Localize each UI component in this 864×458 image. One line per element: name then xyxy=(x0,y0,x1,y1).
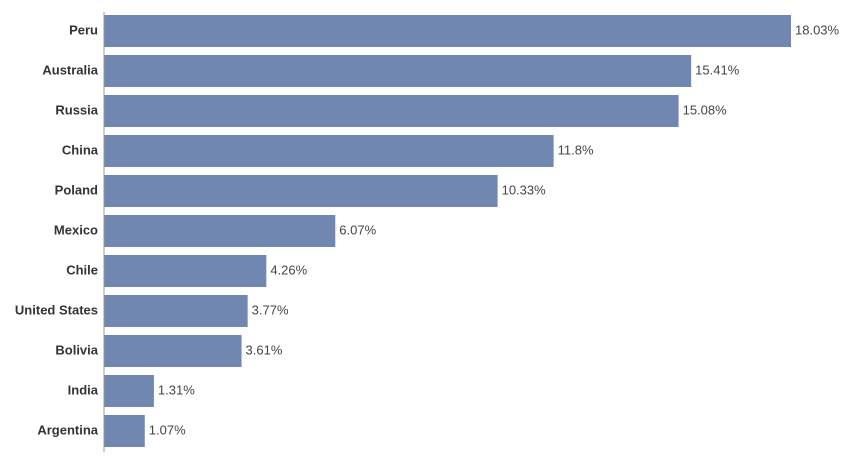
value-label: 1.07% xyxy=(149,422,186,437)
value-label: 3.77% xyxy=(252,302,289,317)
bar xyxy=(104,55,692,87)
category-label: Mexico xyxy=(54,222,98,237)
category-label: Poland xyxy=(55,182,98,197)
bar xyxy=(104,415,145,447)
bar xyxy=(104,15,791,47)
category-label: China xyxy=(62,142,99,157)
category-label: Russia xyxy=(55,102,98,117)
value-label: 15.08% xyxy=(683,102,728,117)
category-label: Australia xyxy=(42,62,98,77)
category-labels: Peru Australia Russia China Poland Mexico Chil… xyxy=(15,22,99,437)
category-label: Bolivia xyxy=(55,342,98,357)
bar xyxy=(104,295,248,327)
value-label: 15.41% xyxy=(695,62,740,77)
value-label: 18.03% xyxy=(795,22,840,37)
bar xyxy=(104,255,267,287)
category-label: India xyxy=(68,382,99,397)
value-label: 6.07% xyxy=(339,222,376,237)
bar xyxy=(104,375,154,407)
bar xyxy=(104,335,242,367)
bar xyxy=(104,135,554,167)
value-labels: 18.03% 15.41% 15.08% 11.8% 10.33% 6.07% 4.26% 3… xyxy=(149,22,840,437)
bar xyxy=(104,215,336,247)
value-label: 4.26% xyxy=(270,262,307,277)
value-label: 11.8% xyxy=(558,142,594,157)
bars xyxy=(104,15,791,447)
category-label: Chile xyxy=(66,262,98,277)
value-label: 3.61% xyxy=(246,342,283,357)
category-label: Peru xyxy=(69,22,98,37)
value-label: 1.31% xyxy=(158,382,195,397)
bar xyxy=(104,95,679,127)
value-label: 10.33% xyxy=(502,182,547,197)
bar xyxy=(104,175,498,207)
category-label: Argentina xyxy=(37,422,98,437)
category-label: United States xyxy=(15,302,98,317)
